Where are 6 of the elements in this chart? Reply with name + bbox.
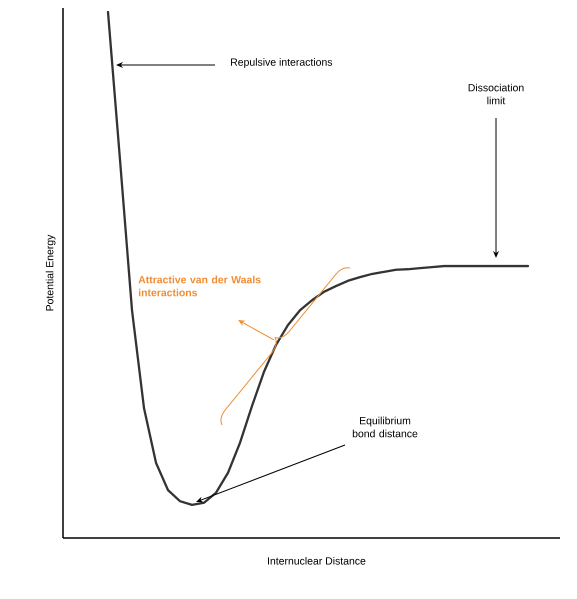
y-axis-title: Potential Energy — [46, 234, 56, 311]
annotation: Repulsive interactions — [231, 58, 332, 68]
annotation: Dissociation limit — [468, 84, 524, 104]
x-axis-title: Internuclear Distance — [268, 556, 366, 565]
annotation: Equilibrium bond distance — [352, 416, 418, 438]
annotation: Attractive van der Waals interactions — [138, 276, 261, 296]
